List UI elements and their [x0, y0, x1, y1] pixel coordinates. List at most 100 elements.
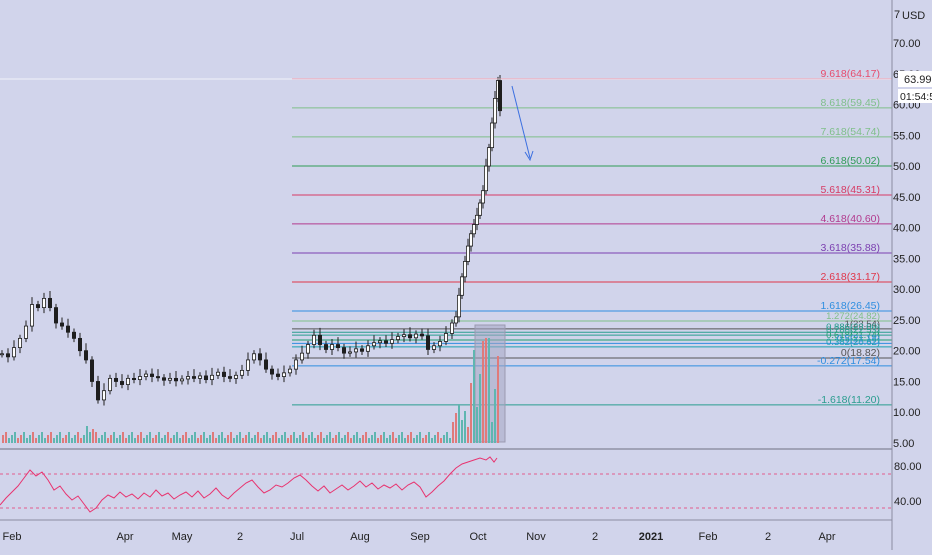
candle-body	[443, 333, 448, 342]
volume-bar	[110, 435, 112, 443]
price-axis[interactable]: 770.0065.0060.0055.0050.0045.0040.0035.0…	[893, 9, 921, 450]
price-tick-label: 45.00	[893, 192, 921, 204]
volume-bar	[8, 438, 10, 443]
volume-bar	[44, 438, 46, 443]
candle-body	[102, 390, 107, 401]
volume-bar	[182, 435, 184, 443]
volume-bar	[329, 432, 331, 443]
candle-body	[359, 348, 364, 352]
volume-bar	[293, 432, 295, 443]
price-tick-label: 20.00	[893, 346, 921, 358]
time-tick-label: Jul	[290, 531, 304, 543]
volume-bar	[407, 435, 409, 443]
volume-bar	[320, 432, 322, 443]
volume-bar	[71, 438, 73, 443]
volume-bar	[203, 432, 205, 443]
volume-bar	[497, 356, 499, 443]
candle-body	[179, 378, 184, 382]
volume-bar	[281, 435, 283, 443]
candle-body	[78, 337, 83, 352]
candle-body	[149, 373, 154, 377]
volume-bar	[59, 432, 61, 443]
last-price-badge	[898, 71, 932, 87]
volume-bar	[338, 432, 340, 443]
time-tick-label: May	[172, 531, 193, 543]
volume-bar	[200, 435, 202, 443]
volume-bar	[440, 438, 442, 443]
volume-bar	[389, 435, 391, 443]
candle-body	[54, 307, 59, 324]
candle-body	[480, 190, 485, 204]
volume-bar	[377, 438, 379, 443]
volume-bar	[482, 341, 484, 443]
candle-body	[353, 348, 358, 353]
candle-body	[453, 316, 458, 324]
fib-level-label: 0(18.82)	[841, 347, 880, 359]
volume-bar	[374, 432, 376, 443]
candle-body	[389, 339, 394, 344]
candle-body	[155, 376, 160, 379]
volume-bar	[14, 432, 16, 443]
volume-bar	[41, 432, 43, 443]
fib-level-label: 8.618(59.45)	[820, 97, 880, 109]
price-tick-label: 35.00	[893, 253, 921, 265]
volume-bar	[473, 350, 475, 443]
volume-bar	[170, 438, 172, 443]
candle-body	[329, 344, 334, 350]
volume-bar	[224, 438, 226, 443]
countdown-timer: 01:54:58	[900, 91, 932, 103]
price-tick-label: 50.00	[893, 161, 921, 173]
fib-level-label: 0.382(20.62)	[826, 337, 880, 348]
candle-body	[425, 335, 430, 350]
volume-bar	[464, 411, 466, 443]
volume-bar	[392, 432, 394, 443]
fib-level-label: 1.272(24.82)	[826, 311, 880, 322]
fib-level-label: 1(23.54)	[845, 319, 880, 330]
volume-bar	[251, 438, 253, 443]
candle-body	[371, 342, 376, 347]
volume-bar	[323, 438, 325, 443]
time-axis[interactable]: Feb Apr May 2 Jul Aug Sep Oct Nov 2 2021 Feb 2 Apr	[3, 531, 836, 543]
volume-bar	[455, 413, 457, 443]
volume-bar	[416, 435, 418, 443]
volume-bar	[53, 438, 55, 443]
volume-bar	[296, 438, 298, 443]
volume-bar	[362, 435, 364, 443]
price-tick-label: 7	[894, 9, 900, 21]
candle-body	[17, 337, 22, 349]
volume-bar	[125, 438, 127, 443]
fib-level-label: 0.618(21.74)	[826, 330, 880, 341]
fib-level-label: 0.786(22.53)	[826, 325, 880, 336]
volume-bar	[68, 432, 70, 443]
candle-body	[131, 377, 136, 381]
time-tick-label: Feb	[3, 531, 22, 543]
time-tick-label: Sep	[410, 531, 430, 543]
fib-level-label: 5.618(45.31)	[820, 184, 880, 196]
volume-bar	[32, 432, 34, 443]
candle-body	[275, 373, 280, 377]
volume-bar	[122, 432, 124, 443]
candle-body	[489, 122, 494, 149]
candle-body	[413, 333, 418, 339]
candle-body	[0, 353, 4, 356]
volume-bar	[206, 438, 208, 443]
projection-arrow	[511, 85, 531, 159]
rsi-pane: 80.00 40.00	[0, 456, 922, 513]
candle-body	[143, 373, 148, 377]
candle-body	[137, 376, 142, 381]
candle-body	[126, 377, 131, 385]
candle-body	[209, 374, 214, 381]
candle-body	[465, 245, 470, 262]
volume-bar	[470, 383, 472, 443]
candle-body	[437, 341, 442, 347]
volume-bar	[239, 432, 241, 443]
volume-bar	[353, 435, 355, 443]
volume-bar	[155, 435, 157, 443]
fib-level-label: -1.618(11.20)	[818, 394, 880, 406]
volume-bar	[257, 432, 259, 443]
volume-bar	[317, 435, 319, 443]
candle-body	[36, 304, 41, 309]
time-tick-label: 2	[765, 531, 771, 543]
